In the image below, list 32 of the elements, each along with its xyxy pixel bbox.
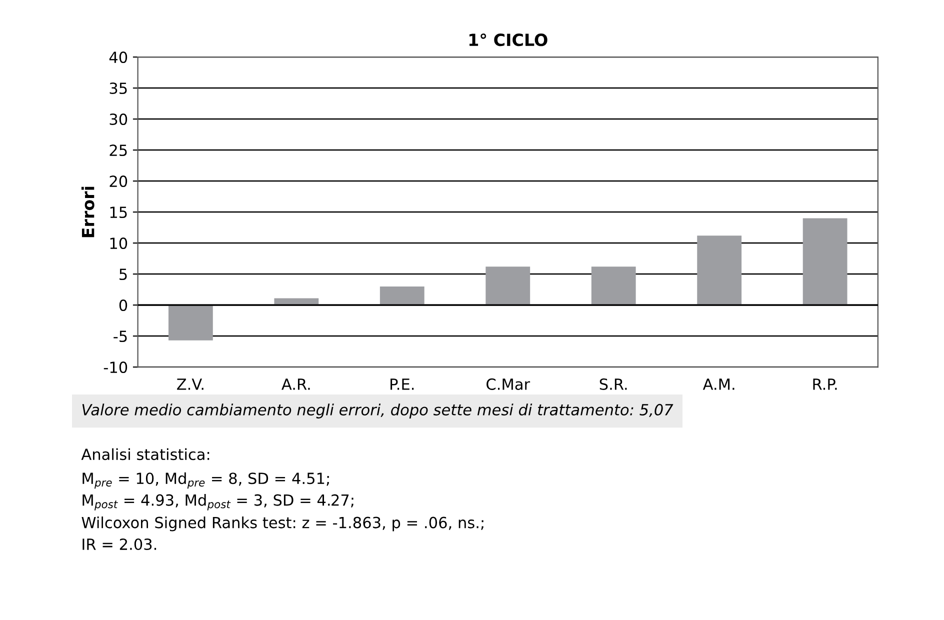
text: M$_{pre}$ = 10, Md$_{pre}$ = 8, SD = 4.51; xyxy=(82,472,329,489)
text: Wilcoxon Signed Ranks test: z = -1.863, p = .06, ns.; xyxy=(82,516,484,532)
bar xyxy=(380,286,424,306)
bar xyxy=(591,266,636,306)
text: IR = 2.03. xyxy=(82,538,156,550)
y-tick-label: -5 xyxy=(114,330,127,342)
y-tick-label: 20 xyxy=(110,176,128,188)
y-tick-label: 5 xyxy=(120,268,127,280)
x-tick-label: R.P. xyxy=(813,378,837,390)
y-tick-label: 40 xyxy=(109,52,128,64)
y-tick-label: -10 xyxy=(104,362,128,374)
bar xyxy=(697,236,742,306)
y-tick-label: 30 xyxy=(110,114,128,126)
chart-title: 1° CICLO xyxy=(469,33,548,46)
text: M$_{post}$ = 4.93, Md$_{post}$ = 3, SD = 4.27; xyxy=(82,494,354,510)
y-tick-label: 25 xyxy=(110,144,127,156)
x-tick-label: A.R. xyxy=(282,378,310,390)
x-tick-label: Z.V. xyxy=(177,378,204,390)
y-tick-label: 10 xyxy=(110,238,128,250)
y-tick-label: 15 xyxy=(110,206,127,218)
x-tick-label: S.R. xyxy=(600,378,627,390)
text: Valore medio cambiamento negli errori, dopo sette mesi di trattamento: 5,07 xyxy=(82,404,674,418)
x-tick-label: P.E. xyxy=(390,378,414,390)
y-tick-label: 0 xyxy=(119,300,128,312)
text: Analisi statistica: xyxy=(81,448,210,460)
bar xyxy=(168,305,213,340)
bar xyxy=(486,266,530,306)
bar xyxy=(802,218,848,306)
x-tick-label: C.Mar xyxy=(486,378,530,390)
y-tick-label: 35 xyxy=(110,82,127,94)
y-axis-title: Errori xyxy=(81,186,94,238)
x-tick-label: A.M. xyxy=(702,378,734,390)
